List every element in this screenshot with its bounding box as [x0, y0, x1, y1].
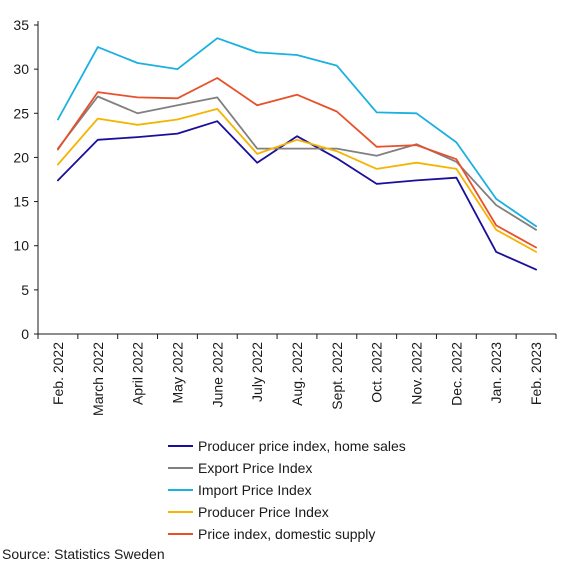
- legend-label: Price index, domestic supply: [198, 526, 375, 542]
- y-tick-label: 20: [13, 149, 29, 165]
- source-note: Source: Statistics Sweden: [2, 546, 165, 562]
- series-line-1: [57, 120, 537, 271]
- legend-label: Import Price Index: [198, 482, 312, 498]
- x-tick-label: Nov. 2022: [409, 342, 425, 405]
- series-line-3: [57, 37, 537, 228]
- y-tick-label: 10: [13, 238, 29, 254]
- y-tick-label: 15: [13, 194, 29, 210]
- x-tick-label: Oct. 2022: [369, 342, 385, 403]
- x-tick-label: Feb. 2022: [50, 342, 66, 405]
- y-tick-label: 30: [13, 61, 29, 77]
- y-tick-label: 5: [21, 282, 29, 298]
- legend-label: Producer Price Index: [198, 504, 329, 520]
- x-tick-label: June 2022: [209, 342, 225, 408]
- legend: Producer price index, home sales Export P…: [168, 438, 406, 542]
- x-tick-label: Aug. 2022: [289, 342, 305, 406]
- x-tick-label: Feb. 2023: [528, 342, 544, 405]
- y-tick-label: 0: [21, 326, 29, 342]
- y-tick-label: 25: [13, 105, 29, 121]
- legend-label: Export Price Index: [198, 460, 312, 476]
- legend-label: Producer price index, home sales: [198, 438, 406, 454]
- axes: 0 5 10 15 20 25 30 35 Feb. 2022 March 2022 April 2…: [13, 17, 557, 416]
- series-lines: [57, 37, 537, 271]
- series-line-5: [57, 77, 537, 249]
- x-tick-label: July 2022: [249, 342, 265, 402]
- x-tick-label: March 2022: [90, 342, 106, 416]
- x-tick-label: Jan. 2023: [488, 342, 504, 404]
- x-tick-label: May 2022: [169, 342, 185, 404]
- x-tick-label: Dec. 2022: [448, 342, 464, 406]
- x-tick-label: April 2022: [130, 342, 146, 405]
- x-tick-label: Sept. 2022: [329, 342, 345, 410]
- y-tick-label: 35: [13, 17, 29, 33]
- series-line-4: [57, 108, 537, 253]
- series-line-2: [57, 95, 537, 231]
